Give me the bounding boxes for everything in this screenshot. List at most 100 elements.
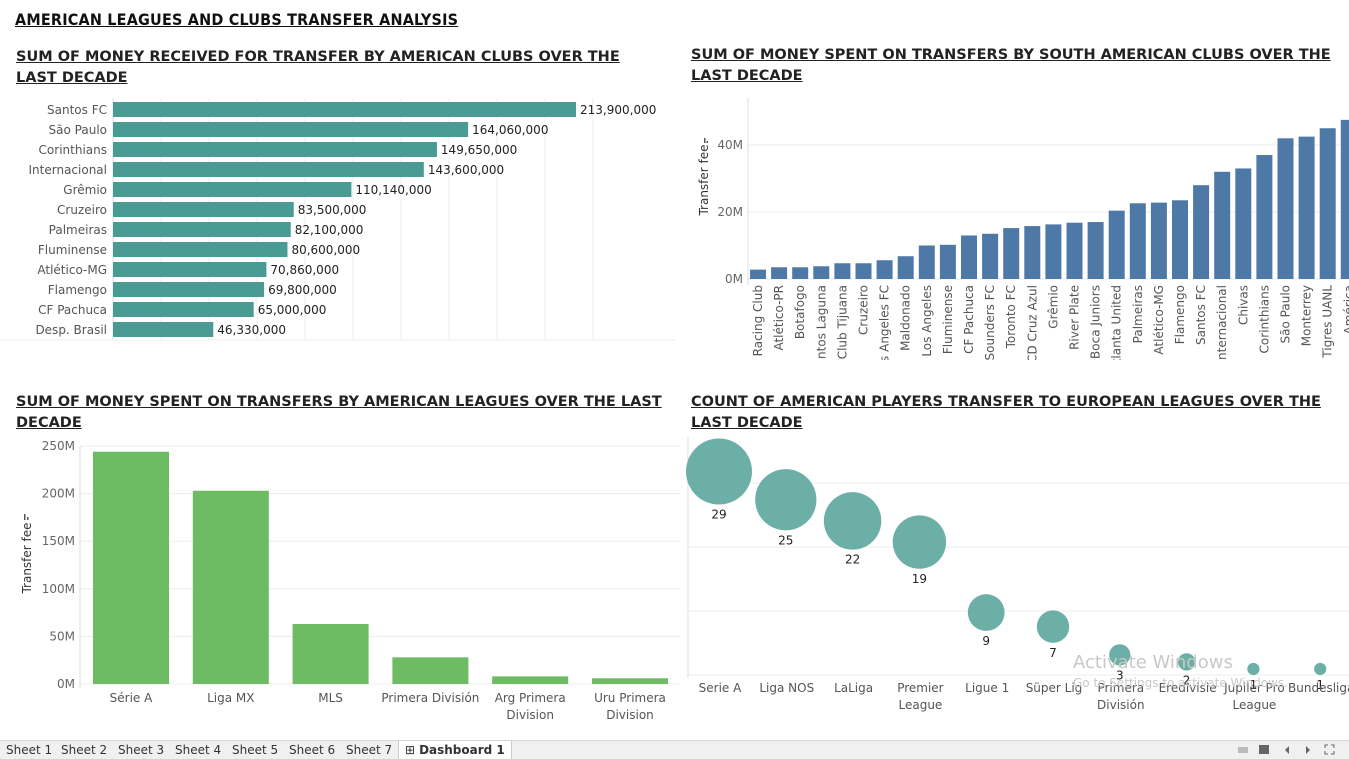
value-label: 3 xyxy=(1116,668,1124,682)
category-label: Jupiler Pro xyxy=(1223,681,1285,695)
bubble xyxy=(1177,653,1196,671)
bar xyxy=(897,256,914,279)
bar xyxy=(813,266,830,279)
bar xyxy=(876,260,893,279)
tab-sheet-7[interactable]: Sheet 7 xyxy=(346,743,393,757)
category-label: Primera xyxy=(1097,681,1144,695)
bar xyxy=(792,267,809,279)
category-label: Sounders FC xyxy=(983,285,997,360)
value-label: 149,650,000 xyxy=(441,143,517,157)
category-label: Série A xyxy=(110,691,153,705)
bubble xyxy=(1314,662,1327,676)
sheet-tab-bar: Sheet 1 Sheet 2 Sheet 3 Sheet 4 Sheet 5 … xyxy=(0,740,1349,759)
category-label: Flamengo xyxy=(48,283,107,297)
tab-sheet-2[interactable]: Sheet 2 xyxy=(61,743,108,757)
tab-sheet-6[interactable]: Sheet 6 xyxy=(289,743,336,757)
sort-icon xyxy=(706,141,708,143)
category-label: Atlético-PR xyxy=(772,285,786,351)
value-label: 164,060,000 xyxy=(472,123,548,137)
category-label: Flamengo xyxy=(1173,285,1187,344)
bar xyxy=(113,322,214,337)
y-tick-label: 100M xyxy=(42,582,75,596)
bar xyxy=(492,676,569,684)
tab-dashboard-1[interactable]: ⊞ Dashboard 1 xyxy=(398,741,512,759)
category-label: América xyxy=(1342,285,1349,335)
spent-leagues-bar-chart[interactable]: 0M 50M 100M 150M 200M 250M Transfer fee Série A… xyxy=(0,440,680,730)
category-label: River Plate xyxy=(1068,285,1082,350)
category-label: CD Cruz Azul xyxy=(1025,285,1039,360)
bar xyxy=(93,451,169,684)
bubble xyxy=(1109,644,1131,666)
value-label: 213,900,000 xyxy=(580,103,656,117)
bubble xyxy=(1247,662,1260,676)
category-label: CF Pachuca xyxy=(962,285,976,354)
received-bar-chart[interactable]: Santos FC 213,900,000 São Paulo 164,060,000… xyxy=(0,98,680,346)
bar xyxy=(113,102,576,117)
watermark-line1: Activate Windows xyxy=(1073,652,1233,673)
category-label: Internacional xyxy=(29,163,107,177)
category-label: São Paulo xyxy=(1279,285,1293,343)
bubble xyxy=(755,469,817,531)
y-tick-label: 150M xyxy=(42,534,75,548)
category-label: São Paulo xyxy=(49,123,107,137)
bar xyxy=(1066,222,1083,279)
count-players-panel-title: COUNT OF AMERICAN PLAYERS TRANSFER TO EU… xyxy=(691,394,1321,431)
y-tick-label: 0M xyxy=(57,677,75,691)
bar xyxy=(192,490,269,684)
bar xyxy=(1340,119,1349,279)
value-label: 19 xyxy=(912,572,927,586)
tab-sheet-4[interactable]: Sheet 4 xyxy=(175,743,222,757)
value-label: 65,000,000 xyxy=(258,303,327,317)
category-label: Corinthians xyxy=(1257,285,1271,353)
filmstrip-view-icon[interactable] xyxy=(1238,744,1249,755)
category-label: Racing Club xyxy=(751,285,765,356)
category-label: League xyxy=(898,698,942,712)
bar xyxy=(113,142,437,157)
category-label: Atlético-MG xyxy=(1152,285,1166,355)
sort-icon xyxy=(24,514,26,520)
bar xyxy=(113,242,288,257)
tab-sheet-3[interactable]: Sheet 3 xyxy=(118,743,165,757)
value-label: 82,100,000 xyxy=(295,223,364,237)
tabs-view-icon[interactable] xyxy=(1259,744,1270,755)
y-tick-label: 0M xyxy=(725,272,743,286)
bubble xyxy=(1036,610,1070,643)
value-label: 2 xyxy=(1183,674,1191,688)
bar xyxy=(918,245,935,279)
category-label: Division xyxy=(506,708,554,722)
category-label: Club Tijuana xyxy=(835,285,849,359)
category-label: Palmeiras xyxy=(1131,285,1145,343)
previous-sheet-icon[interactable] xyxy=(1282,744,1293,755)
bar xyxy=(1129,203,1146,279)
category-label: Primera División xyxy=(381,691,479,705)
y-tick-label: 20M xyxy=(717,205,743,219)
value-label: 1 xyxy=(1316,678,1324,692)
bar xyxy=(113,222,291,237)
value-label: 70,860,000 xyxy=(270,263,339,277)
category-label: CF Pachuca xyxy=(38,303,107,317)
category-label: Fluminense xyxy=(941,285,955,354)
y-tick-label: 200M xyxy=(42,487,75,501)
spent-clubs-bar-chart[interactable]: 0M 20M 40M Transfer fee Racing Club Atlético-… xyxy=(688,92,1349,360)
next-sheet-icon[interactable] xyxy=(1303,744,1314,755)
bar xyxy=(1319,128,1336,279)
category-label: Grêmio xyxy=(63,183,107,197)
fullscreen-icon[interactable] xyxy=(1324,744,1335,755)
bar xyxy=(113,282,265,297)
bar xyxy=(750,269,766,279)
bar xyxy=(1150,202,1167,279)
value-label: 80,600,000 xyxy=(291,243,360,257)
tab-sheet-1[interactable]: Sheet 1 xyxy=(6,743,53,757)
category-label: Desp. Brasil xyxy=(35,323,107,337)
tab-sheet-5[interactable]: Sheet 5 xyxy=(232,743,279,757)
category-label: Ligue 1 xyxy=(965,681,1009,695)
bar xyxy=(1003,228,1020,279)
category-label: Liga NOS xyxy=(759,681,814,695)
sort-icon xyxy=(27,517,29,520)
bar xyxy=(834,263,851,279)
bubble xyxy=(892,515,947,569)
spent-clubs-panel-title: SUM OF MONEY SPENT ON TRANSFERS BY SOUTH… xyxy=(691,47,1331,84)
category-label: Serie A xyxy=(699,681,742,695)
category-label: Cruzeiro xyxy=(857,285,871,335)
